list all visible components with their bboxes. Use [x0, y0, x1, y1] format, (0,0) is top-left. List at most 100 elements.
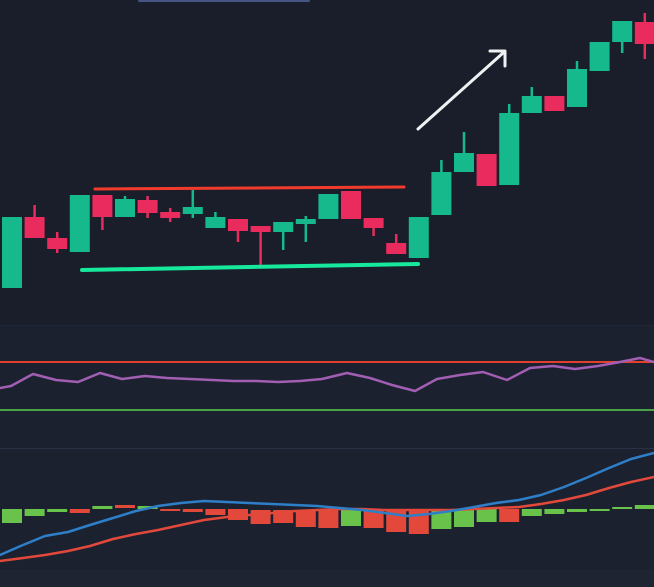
- candle-body: [454, 153, 474, 172]
- candle-body: [295, 219, 316, 224]
- histogram-bar-up: [612, 507, 633, 509]
- candle-body: [228, 219, 248, 231]
- histogram-bar-up: [521, 509, 542, 516]
- candle-body: [589, 42, 610, 71]
- candle-up: [589, 42, 610, 71]
- candle-body: [92, 195, 113, 217]
- candle-body: [408, 217, 429, 258]
- candle-up: [115, 196, 135, 217]
- candle-up: [182, 190, 203, 218]
- candle-down: [228, 219, 248, 242]
- histogram-bar-down: [318, 510, 339, 528]
- oscillator-line: [0, 356, 654, 393]
- histogram-bar-up: [634, 505, 654, 509]
- candle-body: [386, 243, 407, 254]
- candle-up: [499, 104, 520, 185]
- candle-down: [544, 96, 565, 111]
- candle-up: [521, 87, 542, 113]
- candle-body: [205, 217, 226, 228]
- candle-up: [295, 216, 316, 242]
- histogram-bar-down: [250, 510, 271, 524]
- resistance-line: [93, 185, 406, 191]
- histogram-bar-down: [295, 510, 316, 527]
- candle-body: [431, 172, 452, 215]
- candle-down: [250, 226, 271, 265]
- candle-body: [115, 199, 135, 217]
- candle-down: [363, 218, 384, 236]
- candle-up: [2, 217, 22, 288]
- histogram-bar-up: [589, 509, 610, 511]
- candle-body: [182, 207, 203, 214]
- candle-up: [273, 222, 294, 250]
- candle-down: [160, 208, 181, 222]
- histogram-bar-up: [341, 510, 361, 526]
- histogram-bar-up: [431, 510, 452, 529]
- candle-down: [386, 234, 407, 254]
- candle-body: [47, 238, 68, 249]
- histogram-bar-down: [115, 505, 135, 508]
- candle-up: [567, 61, 587, 107]
- arrow-head: [488, 49, 507, 68]
- candle-body: [160, 212, 181, 218]
- window-edge-accent: [138, 0, 310, 2]
- macd-lines-group: [0, 451, 654, 563]
- candle-up: [454, 132, 474, 172]
- candle-down: [92, 195, 113, 230]
- candle-down: [476, 154, 497, 186]
- candle-body: [363, 218, 384, 228]
- candle-body: [544, 96, 565, 111]
- histogram-bar-up: [567, 509, 587, 512]
- signal-line: [0, 475, 654, 563]
- macd-line: [0, 451, 654, 557]
- footer-pane-bg: [0, 569, 654, 587]
- histogram-bar-down: [205, 509, 226, 515]
- histogram-bar-up: [47, 509, 68, 512]
- price-pane-bg: [0, 0, 654, 325]
- candle-down: [24, 205, 45, 238]
- candle-down: [137, 196, 158, 218]
- candle-body: [273, 222, 294, 232]
- histogram-bar-up: [544, 509, 565, 514]
- candle-body: [2, 217, 22, 288]
- oscillator-group: [0, 356, 654, 411]
- candle-up: [69, 195, 90, 252]
- histogram-bar-up: [92, 506, 113, 509]
- histogram-bar-down: [69, 509, 90, 513]
- candle-up: [408, 217, 429, 258]
- candle-body: [634, 22, 654, 44]
- candle-up: [205, 212, 226, 228]
- candle-down: [341, 191, 361, 219]
- histogram-bar-up: [2, 509, 22, 523]
- candle-body: [567, 69, 587, 107]
- histogram-bar-down: [499, 509, 520, 522]
- candle-up: [612, 21, 633, 53]
- candle-body: [521, 96, 542, 113]
- candle-body: [499, 113, 520, 185]
- histogram-bar-up: [24, 509, 45, 516]
- macd-pane-divider: [0, 448, 654, 449]
- candle-down: [47, 232, 68, 253]
- histogram-bar-up: [454, 510, 474, 527]
- oscillator-pane-divider: [0, 325, 654, 326]
- candle-body: [318, 194, 339, 219]
- candle-body: [250, 226, 271, 232]
- candle-up: [431, 160, 452, 215]
- histogram-bar-down: [363, 510, 384, 528]
- histogram-bar-down: [182, 509, 203, 512]
- candle-body: [24, 217, 45, 238]
- candle-body: [476, 154, 497, 186]
- support-line: [80, 262, 420, 272]
- candle-down: [634, 13, 654, 59]
- candle-up: [318, 194, 339, 219]
- histogram-bar-up: [476, 509, 497, 522]
- candle-body: [612, 21, 633, 42]
- candle-body: [341, 191, 361, 219]
- histogram-bar-down: [228, 509, 248, 520]
- histogram-bar-down: [160, 509, 181, 511]
- oscillator-pane-bg: [0, 325, 654, 448]
- arrow-shaft: [416, 51, 505, 131]
- breakout-arrow: [416, 49, 507, 131]
- candle-body: [137, 200, 158, 213]
